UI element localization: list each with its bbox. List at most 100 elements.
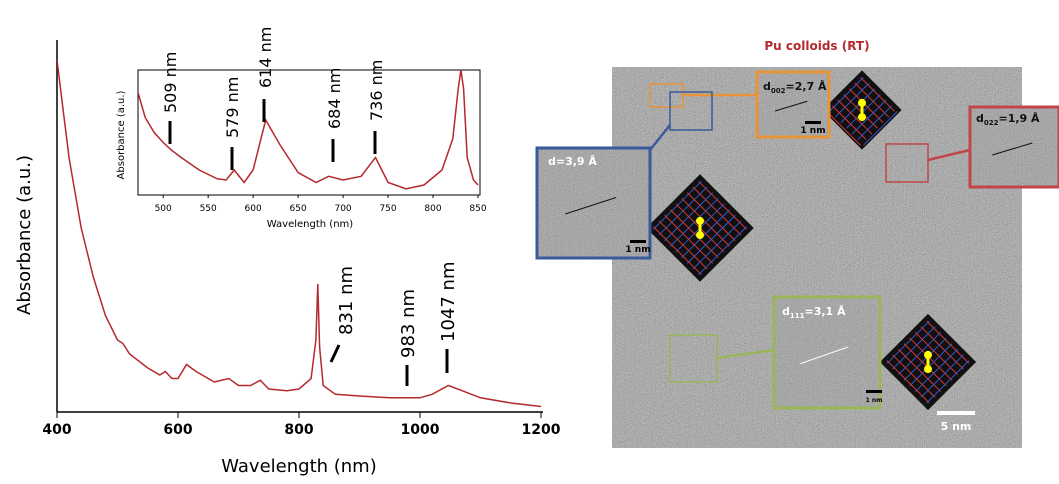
lattice-line	[681, 209, 731, 259]
lattice-line	[851, 99, 887, 135]
measure-line	[992, 142, 1033, 156]
atom	[858, 98, 866, 107]
scale-bar	[805, 121, 821, 124]
d-spacing-label: d111=3,1 Å	[782, 305, 846, 320]
y-axis-label: Absorbance (a.u.)	[116, 90, 127, 179]
x-tick-label: 550	[200, 204, 217, 214]
x-tick-label: 500	[155, 204, 172, 214]
lattice-line	[834, 82, 870, 118]
x-tick-label: 400	[42, 422, 71, 438]
zoom-texture	[537, 148, 650, 258]
zoom-frame	[772, 295, 882, 410]
lattice-line	[854, 82, 890, 118]
spectrum-line	[57, 59, 542, 408]
measure-line	[565, 197, 617, 215]
spectrum-panel: 400 600 800 1000 1200 Wavelength (nm) Absorban…	[14, 27, 561, 477]
zoom-frame	[535, 146, 652, 260]
scale-bar	[937, 411, 975, 415]
x-tick-label: 600	[245, 204, 262, 214]
peak-label: 579 nm	[223, 77, 242, 138]
peak-label: 736 nm	[367, 60, 386, 121]
atom	[924, 365, 932, 374]
d-symbol: d	[782, 305, 790, 318]
peak-label: 1047 nm	[438, 262, 459, 342]
peak-marker	[329, 344, 341, 363]
d-index: 002	[771, 87, 786, 95]
scale-label: 5 nm	[941, 420, 972, 433]
x-tick-label: 650	[290, 204, 307, 214]
peak-label: 684 nm	[325, 68, 344, 129]
tem-title: Pu colloids (RT)	[764, 39, 869, 53]
peak-label: 614 nm	[256, 27, 275, 88]
lattice-line	[652, 226, 702, 276]
atom	[924, 350, 932, 359]
roi-box	[669, 334, 718, 383]
x-tick-label: 750	[379, 204, 396, 214]
measure-line	[800, 346, 849, 365]
x-tick-label: 600	[163, 422, 192, 438]
peak-label: 831 nm	[336, 266, 357, 335]
lattice-line	[669, 209, 719, 259]
roi-connector	[927, 148, 971, 162]
d-spacing-label: d=3,9 Å	[548, 155, 597, 168]
scale-bar	[630, 240, 646, 243]
x-tick-label: 1200	[522, 422, 561, 438]
tem-panel: Pu colloids (RT)d002=2,7 Å1 nmd=3,9 Å1 n…	[535, 39, 1059, 448]
d-index: 111	[790, 312, 805, 320]
atom	[696, 216, 704, 225]
d-symbol: d	[763, 80, 771, 93]
d-spacing-label: d002=2,7 Å	[763, 80, 827, 95]
lattice-line	[886, 360, 930, 404]
lattice-line	[829, 77, 864, 112]
atom	[858, 113, 866, 122]
zoom-frame	[968, 105, 1059, 189]
zoom-texture	[757, 72, 829, 137]
x-axis-label: Wavelength (nm)	[221, 456, 377, 477]
d-value: =3,9 Å	[556, 155, 598, 168]
lattice-line	[664, 214, 714, 264]
x-axis-label: Wavelength (nm)	[267, 219, 353, 230]
lattice-line	[920, 354, 964, 398]
y-axis-label: Absorbance (a.u.)	[14, 155, 35, 315]
d-value: =3,1 Å	[805, 305, 847, 318]
lattice-line	[860, 77, 895, 112]
roi-connector	[649, 124, 671, 151]
d-spacing-label: d022=1,9 Å	[976, 112, 1040, 127]
scale-label: 1 nm	[625, 245, 650, 255]
zoom-texture	[774, 297, 880, 408]
scale-label: 1 nm	[800, 126, 825, 136]
lattice-line	[926, 360, 970, 404]
measure-line	[774, 100, 808, 112]
lattice-line	[831, 105, 867, 141]
scale-bar	[866, 390, 882, 393]
x-tick-label: 1000	[401, 422, 440, 438]
d-symbol: d	[976, 112, 984, 125]
atom	[696, 231, 704, 240]
roi-connector	[716, 348, 775, 360]
scale-label: 1 nm	[866, 397, 883, 404]
lattice-line	[658, 220, 708, 270]
lattice-line	[692, 220, 742, 270]
lattice-line	[863, 111, 898, 146]
x-tick-label: 800	[284, 422, 313, 438]
spectrum-line	[138, 70, 479, 190]
d-index: 022	[984, 119, 999, 127]
x-tick-label: 800	[424, 204, 441, 214]
roi-box	[885, 143, 929, 183]
inset-frame	[137, 69, 481, 196]
x-tick-label: 700	[334, 204, 351, 214]
lattice-line	[826, 111, 861, 146]
lattice-line	[857, 105, 893, 141]
d-value: =2,7 Å	[786, 80, 828, 93]
peak-label: 983 nm	[398, 289, 419, 358]
lattice-line	[840, 88, 876, 124]
lattice-line	[837, 99, 873, 135]
lattice-line	[686, 214, 736, 264]
d-value: =1,9 Å	[999, 112, 1041, 125]
d-symbol: d	[548, 155, 556, 168]
zoom-texture	[970, 107, 1059, 187]
roi-box	[669, 91, 713, 131]
lattice-line	[848, 88, 884, 124]
lattice-line	[698, 226, 748, 276]
